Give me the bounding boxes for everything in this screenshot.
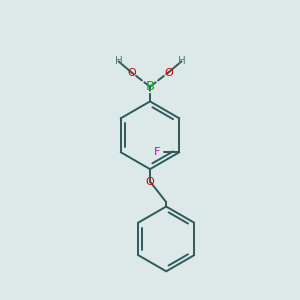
Text: O: O	[128, 68, 136, 78]
Text: O: O	[146, 176, 154, 187]
Text: B: B	[146, 80, 154, 93]
Text: F: F	[154, 147, 161, 157]
Text: O: O	[164, 68, 172, 78]
Text: H: H	[178, 56, 185, 66]
Text: H: H	[115, 56, 122, 66]
